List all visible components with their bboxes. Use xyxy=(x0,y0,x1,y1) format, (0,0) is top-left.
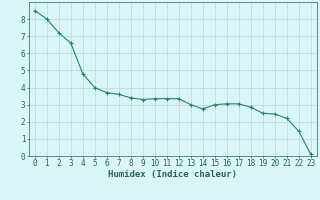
X-axis label: Humidex (Indice chaleur): Humidex (Indice chaleur) xyxy=(108,170,237,179)
